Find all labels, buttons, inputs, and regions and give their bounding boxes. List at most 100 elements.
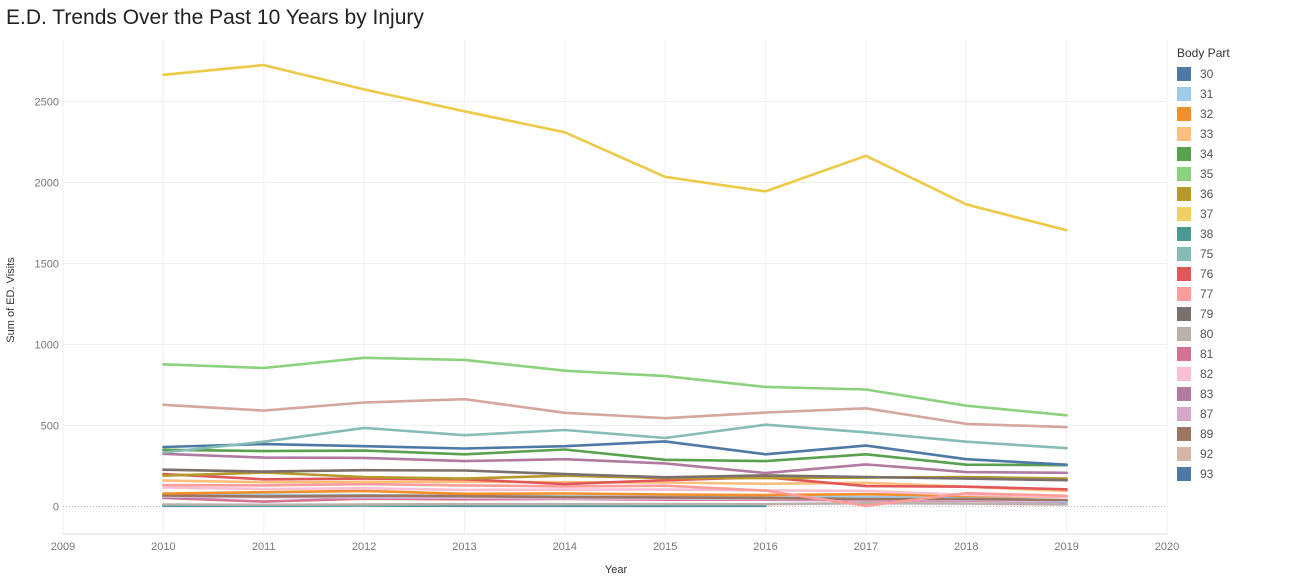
legend-label: 93 (1200, 467, 1214, 481)
x-tick-label: 2016 (753, 541, 777, 553)
legend-label: 79 (1200, 307, 1214, 321)
legend-label: 32 (1200, 107, 1214, 121)
y-tick-label: 2000 (35, 178, 59, 190)
legend-swatch (1177, 67, 1191, 81)
series-line-93[interactable] (162, 440, 1068, 466)
legend-item-82[interactable]: 82 (1177, 364, 1307, 384)
legend-swatch (1177, 227, 1191, 241)
legend-swatch (1177, 407, 1191, 421)
legend-swatch (1177, 327, 1191, 341)
legend-label: 89 (1200, 427, 1214, 441)
legend-swatch (1177, 367, 1191, 381)
legend-label: 30 (1200, 67, 1214, 81)
series-line-82[interactable] (162, 486, 1068, 498)
legend-item-77[interactable]: 77 (1177, 284, 1307, 304)
legend-swatch (1177, 467, 1191, 481)
legend-label: 75 (1200, 247, 1214, 261)
x-axis-label: Year (604, 564, 628, 576)
legend-label: 36 (1200, 187, 1214, 201)
x-tick-label: 2013 (452, 541, 476, 553)
legend-swatch (1177, 427, 1191, 441)
legend-label: 33 (1200, 127, 1214, 141)
legend-item-38[interactable]: 38 (1177, 224, 1307, 244)
y-axis: 0 500 1000 1500 2000 2500 (35, 97, 59, 514)
y-tick-label: 500 (41, 420, 59, 432)
legend-label: 92 (1200, 447, 1214, 461)
legend-swatch (1177, 147, 1191, 161)
legend-item-81[interactable]: 81 (1177, 344, 1307, 364)
legend-item-92[interactable]: 92 (1177, 444, 1307, 464)
series-line-80[interactable] (162, 501, 1068, 507)
series-line-77[interactable] (162, 482, 1068, 508)
series-line-76[interactable] (162, 472, 1068, 491)
legend-item-76[interactable]: 76 (1177, 264, 1307, 284)
legend-swatch (1177, 267, 1191, 281)
legend-item-30[interactable]: 30 (1177, 64, 1307, 84)
legend-label: 81 (1200, 347, 1214, 361)
legend-item-83[interactable]: 83 (1177, 384, 1307, 404)
legend-label: 31 (1200, 87, 1214, 101)
legend-label: 80 (1200, 327, 1214, 341)
x-tick-label: 2011 (252, 541, 276, 553)
legend-label: 76 (1200, 267, 1214, 281)
legend-item-36[interactable]: 36 (1177, 184, 1307, 204)
legend-swatch (1177, 187, 1191, 201)
series-line-92[interactable] (162, 397, 1068, 429)
legend-label: 35 (1200, 167, 1214, 181)
y-tick-label: 1500 (35, 259, 59, 271)
series-line-32[interactable] (162, 489, 1068, 498)
x-tick-label: 2020 (1155, 541, 1179, 553)
legend-swatch (1177, 247, 1191, 261)
legend-item-79[interactable]: 79 (1177, 304, 1307, 324)
y-axis-label: Sum of ED. Visits (5, 257, 17, 343)
series-line-37[interactable] (162, 63, 1068, 232)
grid-lines (62, 40, 1168, 534)
series-line-79[interactable] (162, 468, 1068, 482)
legend-item-33[interactable]: 33 (1177, 124, 1307, 144)
legend-item-35[interactable]: 35 (1177, 164, 1307, 184)
legend-item-80[interactable]: 80 (1177, 324, 1307, 344)
y-tick-label: 1000 (35, 339, 59, 351)
x-tick-label: 2010 (151, 541, 175, 553)
legend-swatch (1177, 107, 1191, 121)
legend-swatch (1177, 387, 1191, 401)
legend-item-32[interactable]: 32 (1177, 104, 1307, 124)
x-tick-label: 2017 (854, 541, 878, 553)
series-line-75[interactable] (162, 423, 1068, 454)
legend-item-31[interactable]: 31 (1177, 84, 1307, 104)
x-tick-label: 2018 (954, 541, 978, 553)
legend-label: 87 (1200, 407, 1214, 421)
legend-title: Body Part (1177, 46, 1230, 60)
y-tick-label: 2500 (35, 97, 59, 109)
legend-item-75[interactable]: 75 (1177, 244, 1307, 264)
legend-item-93[interactable]: 93 (1177, 464, 1307, 484)
legend-label: 82 (1200, 367, 1214, 381)
legend-swatch (1177, 207, 1191, 221)
legend-item-34[interactable]: 34 (1177, 144, 1307, 164)
x-tick-label: 2012 (352, 541, 376, 553)
legend: Body Part 30 31 32 33 34 35 36 37 38 75 76 77 79 80 81… (1177, 46, 1307, 484)
legend-swatch (1177, 87, 1191, 101)
legend-swatch (1177, 447, 1191, 461)
series-line-83[interactable] (162, 452, 1068, 475)
legend-label: 77 (1200, 287, 1214, 301)
legend-label: 83 (1200, 387, 1214, 401)
legend-item-87[interactable]: 87 (1177, 404, 1307, 424)
series-line-34[interactable] (162, 448, 1068, 467)
legend-item-89[interactable]: 89 (1177, 424, 1307, 444)
x-tick-label: 2014 (553, 541, 577, 553)
legend-items: 30 31 32 33 34 35 36 37 38 75 76 77 79 80 81 82 83 87 89 92… (1177, 64, 1307, 484)
legend-swatch (1177, 287, 1191, 301)
series-layer (162, 63, 1068, 508)
legend-item-37[interactable]: 37 (1177, 204, 1307, 224)
series-line-35[interactable] (162, 356, 1068, 417)
x-tick-label: 2009 (51, 541, 75, 553)
legend-label: 37 (1200, 207, 1214, 221)
x-tick-label: 2015 (653, 541, 677, 553)
legend-swatch (1177, 347, 1191, 361)
legend-swatch (1177, 127, 1191, 141)
x-axis: 2009 2010 2011 2012 2013 2014 2015 2016 2017 2018… (51, 533, 1179, 553)
x-tick-label: 2019 (1054, 541, 1078, 553)
legend-label: 34 (1200, 147, 1214, 161)
